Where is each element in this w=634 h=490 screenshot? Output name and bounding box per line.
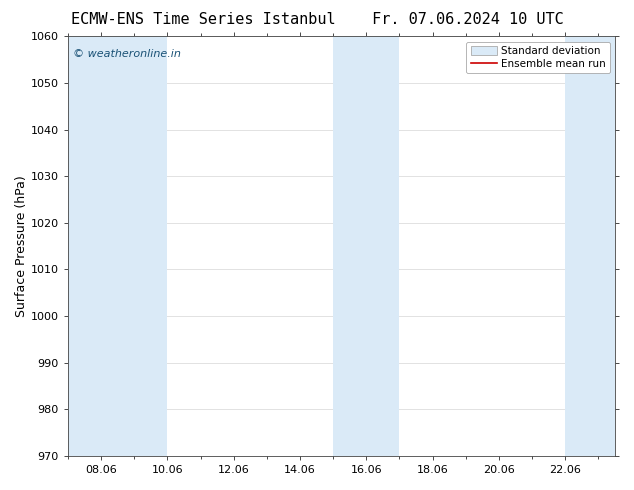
Text: ECMW-ENS Time Series Istanbul    Fr. 07.06.2024 10 UTC: ECMW-ENS Time Series Istanbul Fr. 07.06.… (70, 12, 564, 27)
Text: © weatheronline.in: © weatheronline.in (74, 49, 181, 59)
Bar (333, 36, 399, 456)
Title: ECMW-ENS Time Series Istanbul     Fr. 07.06.2024 10 UTC: ECMW-ENS Time Series Istanbul Fr. 07.06.… (0, 489, 1, 490)
Bar (68, 36, 167, 456)
Y-axis label: Surface Pressure (hPa): Surface Pressure (hPa) (15, 175, 28, 317)
Bar (565, 36, 615, 456)
Legend: Standard deviation, Ensemble mean run: Standard deviation, Ensemble mean run (467, 42, 610, 74)
